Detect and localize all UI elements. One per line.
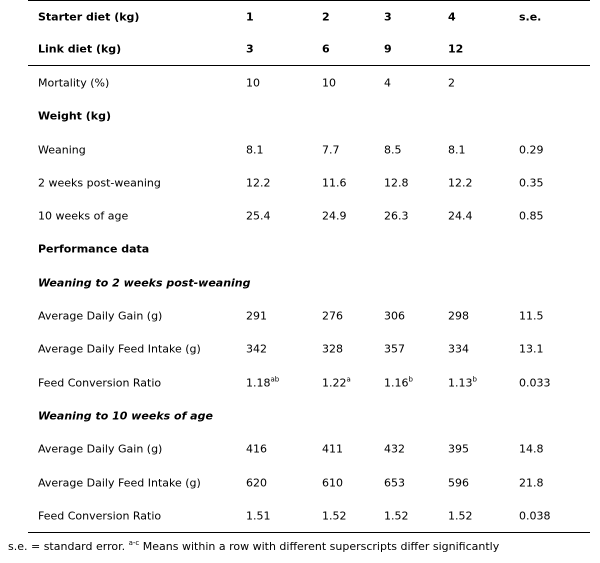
row-label: Average Daily Feed Intake (g): [38, 476, 201, 489]
superscript: a: [346, 375, 351, 384]
cell-value: 342: [246, 342, 267, 356]
cell-value: 12.2: [246, 176, 271, 190]
link-diet-value-1: 3: [246, 42, 254, 56]
subsection-heading-period2: Weaning to 10 weeks of age: [28, 399, 590, 432]
cell-value: 10: [246, 76, 260, 90]
link-diet-value-4: 12: [448, 42, 464, 56]
row-label: Average Daily Gain (g): [38, 442, 163, 456]
table-row: Average Daily Gain (g) 291 276 306 298 1…: [28, 299, 590, 332]
row-label: Feed Conversion Ratio: [38, 376, 162, 390]
header-row-starter: Starter diet (kg) 1 2 3 4 s.e.: [28, 0, 590, 32]
table-row: Average Daily Feed Intake (g) 342 328 35…: [28, 333, 590, 366]
cell-se: 0.35: [519, 176, 544, 190]
cell-value: 596: [448, 476, 469, 489]
cell-value: 416: [246, 442, 267, 456]
cell-se: 0.29: [519, 143, 544, 157]
cell-value: 334: [448, 342, 469, 356]
footnote-superscript: a-c: [128, 539, 140, 547]
cell-value: 276: [322, 309, 343, 323]
cell-value: 395: [448, 442, 469, 456]
cell-value: 1.52: [322, 509, 347, 523]
se-column-header: s.e.: [519, 10, 542, 23]
row-label: Average Daily Gain (g): [38, 309, 163, 323]
cell-se: 0.85: [519, 209, 544, 223]
cell-value: 26.3: [384, 209, 409, 223]
cell-value: 328: [322, 342, 343, 356]
row-label: Feed Conversion Ratio: [38, 509, 162, 523]
starter-diet-label: Starter diet (kg): [38, 10, 140, 23]
cell-value: 620: [246, 476, 267, 489]
header-row-link: Link diet (kg) 3 6 9 12: [28, 32, 590, 67]
cell-value: 1.13b: [448, 375, 477, 390]
link-diet-value-3: 9: [384, 42, 392, 56]
starter-diet-value-3: 3: [384, 10, 392, 23]
cell-value: 8.1: [246, 143, 264, 157]
row-label: Weaning: [38, 143, 86, 157]
cell-se: 13.1: [519, 342, 544, 356]
cell-value: 24.9: [322, 209, 347, 223]
subsection-heading-period1: Weaning to 2 weeks post-weaning: [28, 266, 590, 299]
cell-value: 25.4: [246, 209, 271, 223]
results-table: Starter diet (kg) 1 2 3 4 s.e. Link diet…: [28, 0, 590, 532]
section-heading: Weight (kg): [38, 109, 112, 123]
row-label: Mortality (%): [38, 76, 110, 90]
cell-value: 653: [384, 476, 405, 489]
cell-value: 8.5: [384, 143, 402, 157]
cell-value: 411: [322, 442, 343, 456]
cell-value: 291: [246, 309, 267, 323]
cell-value: 2: [448, 76, 455, 90]
table-row-mortality: Mortality (%) 10 10 4 2: [28, 66, 590, 99]
row-label: 2 weeks post-weaning: [38, 176, 161, 190]
cell-value: 8.1: [448, 143, 466, 157]
cell-value: 1.51: [246, 509, 271, 523]
cell-se: 0.038: [519, 509, 551, 523]
table-footnote: s.e. = standard error. a-c Means within …: [8, 539, 500, 554]
table-row: Feed Conversion Ratio 1.18ab 1.22a 1.16b…: [28, 366, 590, 399]
table-row: 2 weeks post-weaning 12.2 11.6 12.8 12.2…: [28, 166, 590, 199]
cell-se: 21.8: [519, 476, 544, 489]
table-row: Average Daily Gain (g) 416 411 432 395 1…: [28, 433, 590, 466]
cell-value: 7.7: [322, 143, 340, 157]
cell-se: 0.033: [519, 376, 551, 390]
cell-value: 1.18ab: [246, 375, 280, 390]
cell-value: 11.6: [322, 176, 347, 190]
cell-value: 306: [384, 309, 405, 323]
cell-value: 12.8: [384, 176, 409, 190]
cell-value: 1.52: [384, 509, 409, 523]
link-diet-value-2: 6: [322, 42, 330, 56]
row-label: Average Daily Feed Intake (g): [38, 342, 201, 356]
starter-diet-value-1: 1: [246, 10, 254, 23]
cell-value: 24.4: [448, 209, 473, 223]
cell-value: 12.2: [448, 176, 473, 190]
cell-value: 4: [384, 76, 391, 90]
table-row: Weaning 8.1 7.7 8.5 8.1 0.29: [28, 133, 590, 166]
cell-value: 1.16b: [384, 375, 413, 390]
table-row: Average Daily Feed Intake (g) 620 610 65…: [28, 466, 590, 499]
link-diet-label: Link diet (kg): [38, 42, 122, 56]
cell-value: 432: [384, 442, 405, 456]
cell-se: 14.8: [519, 442, 544, 456]
cell-value: 1.22a: [322, 375, 351, 390]
section-heading-performance: Performance data: [28, 233, 590, 266]
row-label: 10 weeks of age: [38, 209, 129, 223]
cell-value: 1.52: [448, 509, 473, 523]
superscript: b: [472, 375, 477, 384]
cell-value: 610: [322, 476, 343, 489]
starter-diet-value-2: 2: [322, 10, 330, 23]
cell-value: 357: [384, 342, 405, 356]
cell-se: 11.5: [519, 309, 544, 323]
section-heading-weight: Weight (kg): [28, 100, 590, 133]
section-heading: Performance data: [38, 242, 150, 256]
table-row: Feed Conversion Ratio 1.51 1.52 1.52 1.5…: [28, 499, 590, 532]
subsection-heading: Weaning to 2 weeks post-weaning: [38, 276, 251, 290]
subsection-heading: Weaning to 10 weeks of age: [38, 409, 213, 423]
cell-value: 298: [448, 309, 469, 323]
superscript: b: [408, 375, 413, 384]
cell-value: 10: [322, 76, 336, 90]
table-bottom-rule: [28, 532, 590, 533]
table-row: 10 weeks of age 25.4 24.9 26.3 24.4 0.85: [28, 199, 590, 232]
starter-diet-value-4: 4: [448, 10, 456, 23]
superscript: ab: [270, 375, 280, 384]
